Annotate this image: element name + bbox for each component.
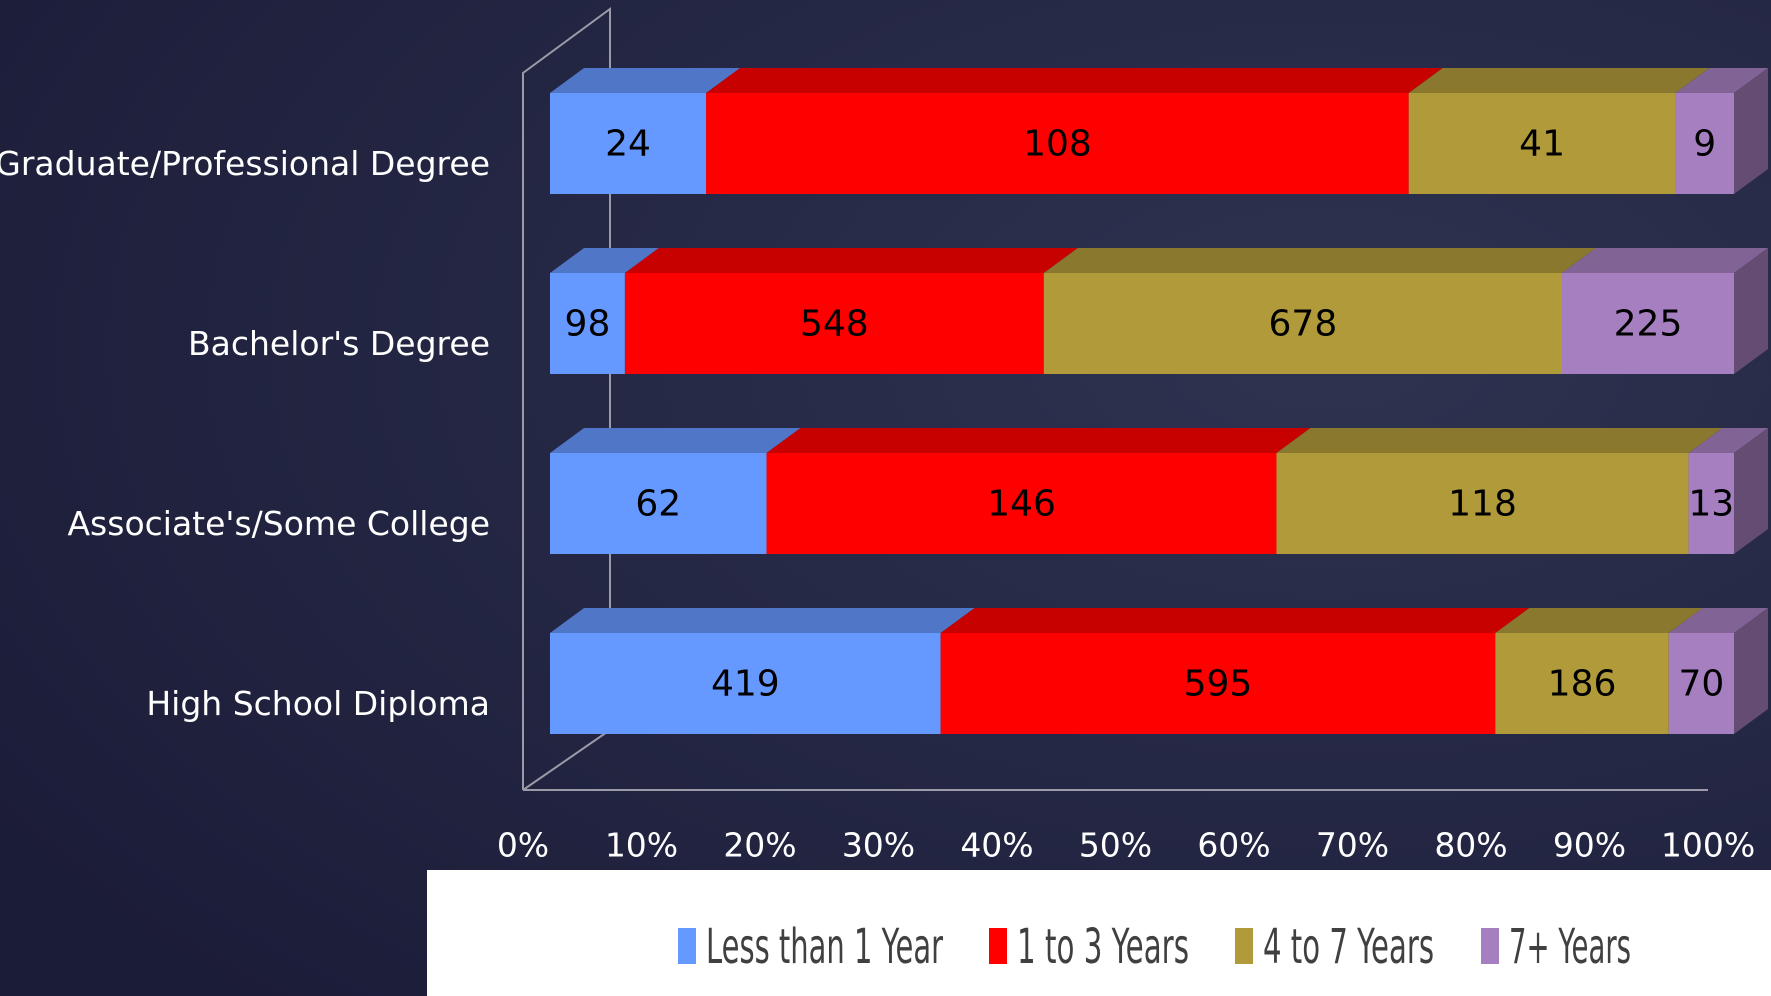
bar [1276,453,1689,554]
bar-top [1043,248,1597,273]
bar [550,633,941,734]
bar [550,453,767,554]
legend-label: Less than 1 Year [706,919,943,975]
legend-label: 1 to 3 Years [1017,919,1189,975]
legend-swatch [989,928,1007,964]
x-tick-label: 30% [842,826,915,865]
bar [1675,93,1734,194]
legend-swatch [678,928,696,964]
x-tick-label: 60% [1197,826,1270,865]
legend-swatch [1481,928,1499,964]
data-label: 225 [1614,304,1683,345]
bar-side [1734,428,1768,554]
bar-top [1562,248,1768,273]
y-tick-label: Bachelor's Degree [188,324,490,363]
bar [1043,273,1563,374]
data-label: 24 [605,124,651,165]
y-tick-label: Graduate/Professional Degree [0,144,490,183]
x-tick-label: 90% [1553,826,1626,865]
bar-side [1734,608,1768,734]
bar-top [1668,608,1768,633]
bar [624,273,1044,374]
bar [550,273,625,374]
data-label: 419 [711,664,780,705]
bar [1668,633,1734,734]
data-label: 41 [1519,124,1565,165]
data-label: 62 [635,484,681,525]
x-tick-label: 10% [605,826,678,865]
bar-top [1495,608,1703,633]
legend-label: 7+ Years [1509,919,1631,975]
bar-top [1675,68,1768,93]
legend-swatch [1235,928,1253,964]
data-label: 70 [1678,664,1724,705]
data-label: 98 [565,304,611,345]
bar-side [1734,248,1768,374]
bar-top [940,608,1530,633]
data-label: 186 [1548,664,1617,705]
data-label: 118 [1448,484,1517,525]
x-tick-label: 40% [960,826,1033,865]
data-label: 146 [987,484,1056,525]
bar [766,453,1277,554]
bar [1562,273,1734,374]
bar-top [1688,428,1768,453]
bar [550,93,707,194]
data-label: 548 [800,304,869,345]
bar-side [1734,68,1768,194]
bar-top [706,68,1443,93]
bar [1495,633,1669,734]
data-label: 595 [1184,664,1253,705]
legend-label: 4 to 7 Years [1263,919,1434,975]
y-tick-label: High School Diploma [146,684,490,723]
bar-top [1276,428,1723,453]
legend-box [427,870,1771,996]
x-tick-label: 100% [1661,826,1755,865]
x-tick-label: 20% [723,826,796,865]
bar-top [550,68,741,93]
bar-top [624,248,1078,273]
floor-edge [522,729,611,791]
bar [1408,93,1676,194]
x-tick-label: 0% [497,826,549,865]
data-label: 108 [1023,124,1092,165]
data-label: 678 [1269,304,1338,345]
data-label: 9 [1693,124,1716,165]
bar-top [550,248,659,273]
x-tick-label: 80% [1434,826,1507,865]
y-tick-label: Associate's/Some College [67,504,490,543]
bar-top [1408,68,1710,93]
data-label: 13 [1688,484,1734,525]
bar [1688,453,1734,554]
bar-top [766,428,1311,453]
x-tick-label: 50% [1079,826,1152,865]
bar [706,93,1409,194]
x-tick-label: 70% [1316,826,1389,865]
bar-top [550,608,975,633]
bar-top [550,428,801,453]
bar [940,633,1496,734]
